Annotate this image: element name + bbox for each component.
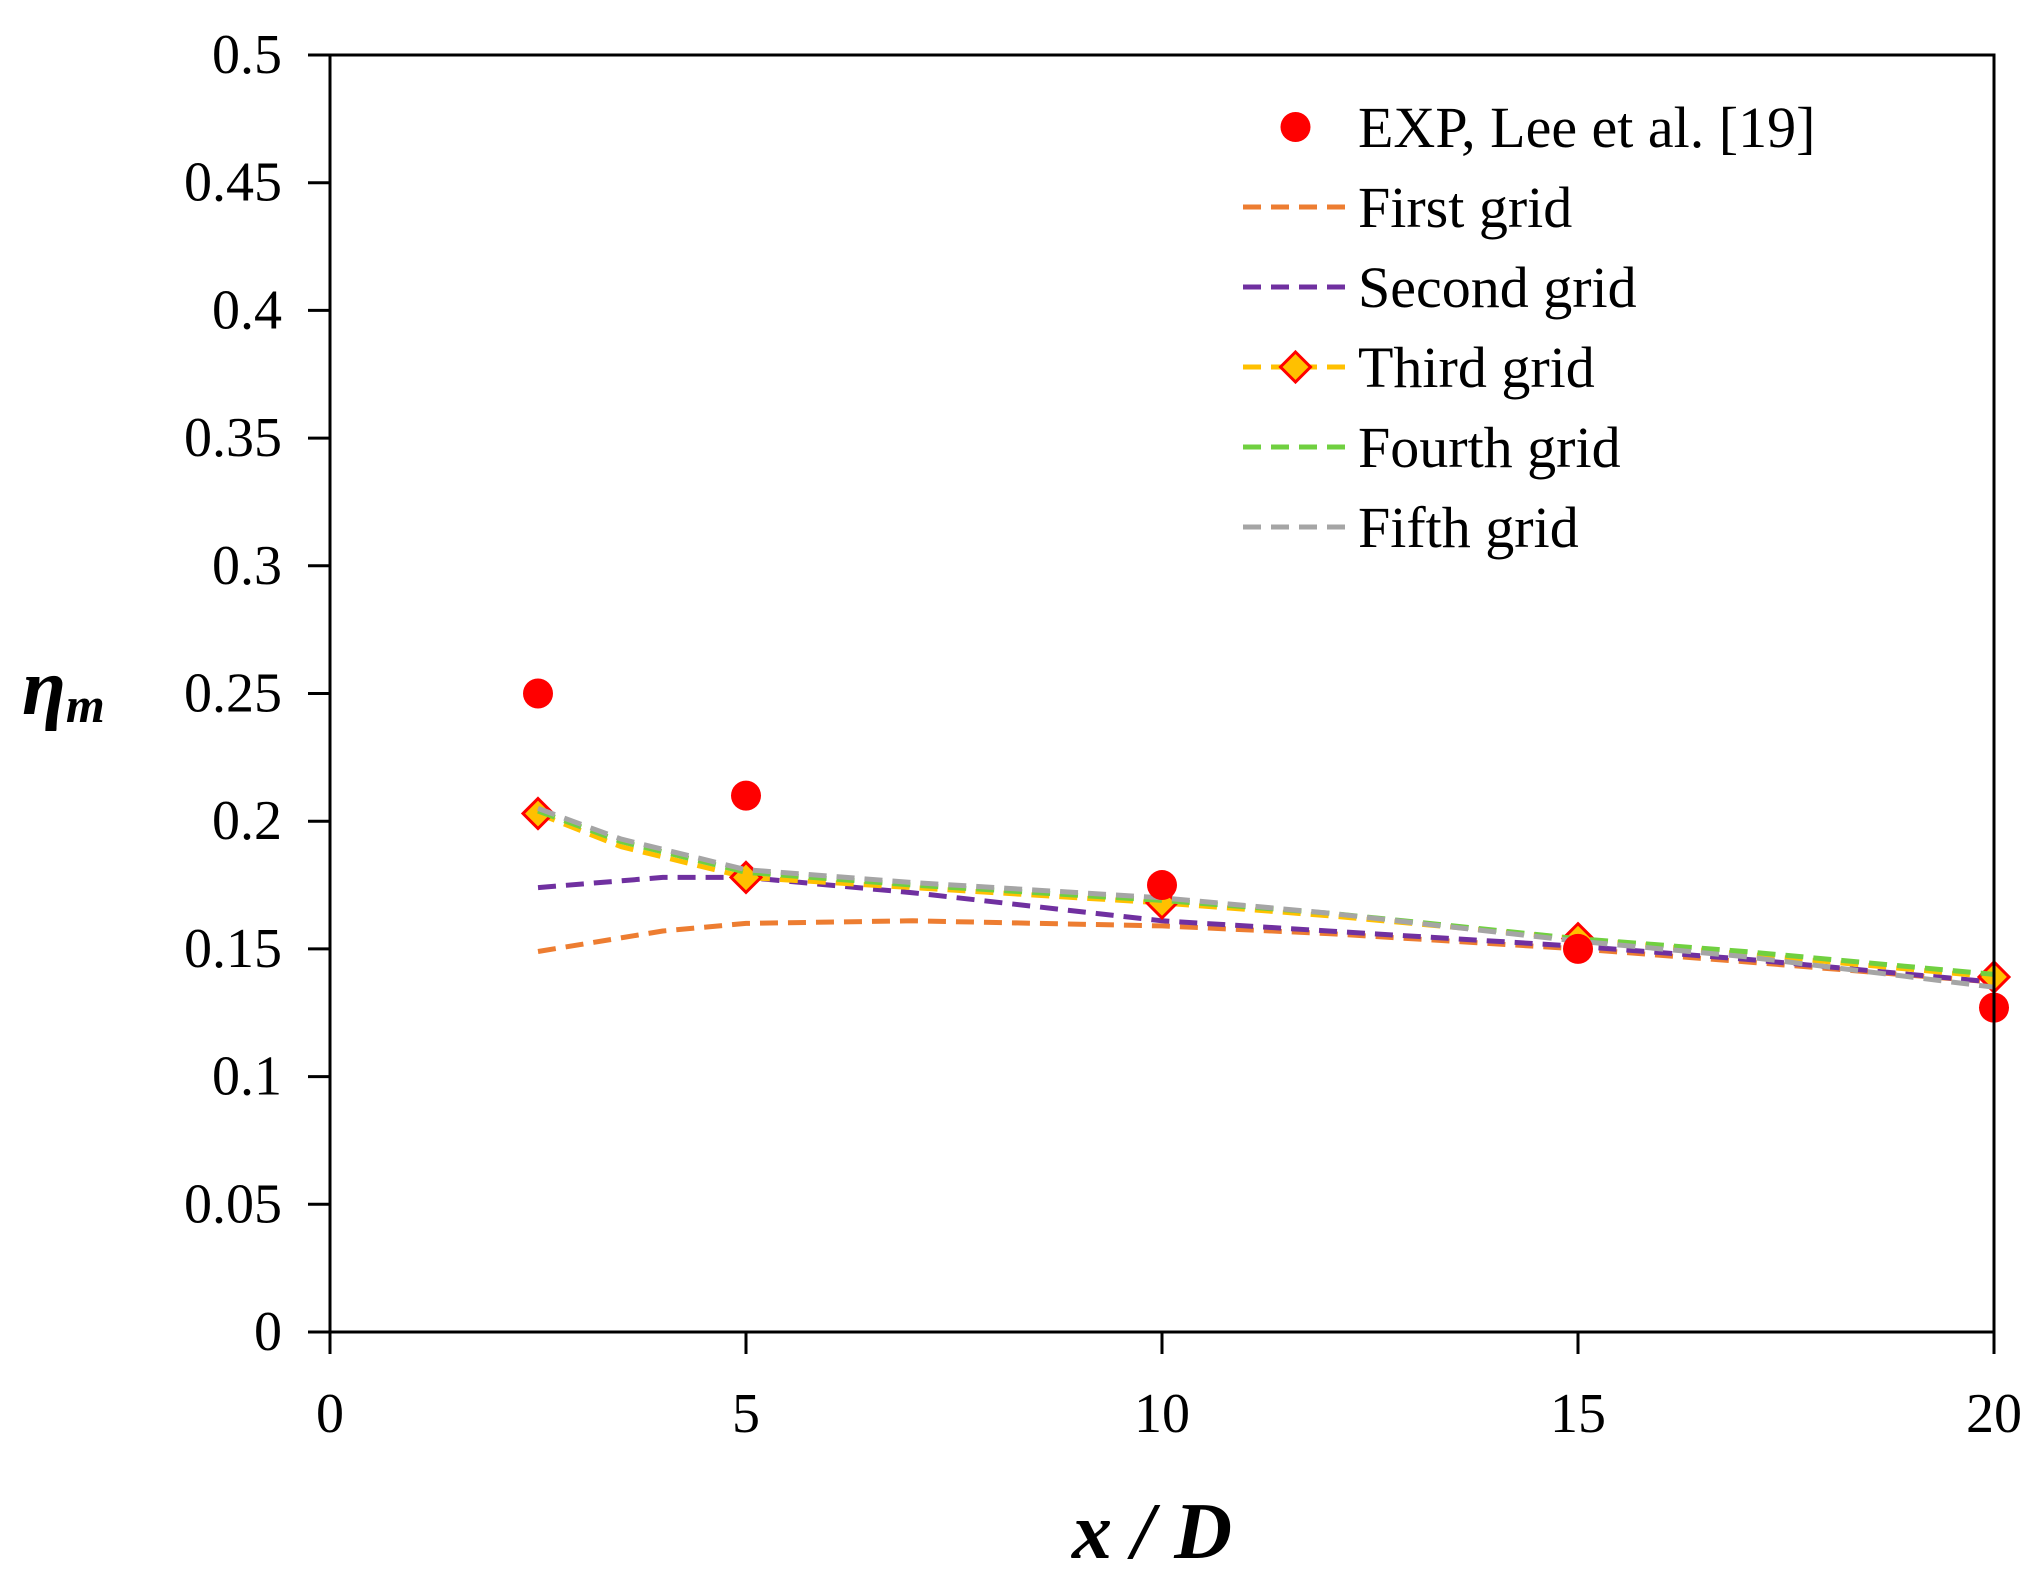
fourth-grid-line bbox=[537, 808, 1995, 977]
y-tick-label: 0.4 bbox=[212, 279, 282, 341]
fifth-grid-line bbox=[537, 806, 1995, 990]
y-tick-label: 0.1 bbox=[212, 1046, 282, 1108]
legend-item-fifth-grid: Fifth grid bbox=[1243, 495, 1579, 560]
legend-marker-third-grid bbox=[1278, 349, 1313, 385]
legend-label-fourth-grid: Fourth grid bbox=[1358, 415, 1621, 480]
legend-swatch-exp-lee-et-al-19 bbox=[1280, 112, 1311, 142]
legend-label-fifth-grid: Fifth grid bbox=[1358, 495, 1579, 560]
legend-item-second-grid: Second grid bbox=[1243, 255, 1637, 320]
exp-point bbox=[523, 678, 553, 709]
y-tick-label: 0.05 bbox=[184, 1173, 282, 1235]
exp-point bbox=[731, 780, 761, 811]
legend-item-exp-lee-et-al-19: EXP, Lee et al. [19] bbox=[1280, 95, 1815, 160]
y-tick-label: 0.15 bbox=[184, 918, 282, 980]
x-tick-label: 20 bbox=[1966, 1383, 2022, 1445]
legend: EXP, Lee et al. [19] First grid Second gri… bbox=[1243, 95, 1815, 560]
x-tick-label: 10 bbox=[1134, 1383, 1190, 1445]
legend-item-third-grid: Third grid bbox=[1243, 335, 1595, 400]
legend-label-exp-lee-et-al-19: EXP, Lee et al. [19] bbox=[1358, 95, 1815, 160]
legend-label-third-grid: Third grid bbox=[1358, 335, 1595, 400]
fourth-grid-series bbox=[537, 808, 1995, 977]
x-tick-label: 15 bbox=[1550, 1383, 1606, 1445]
y-axis-title-main: η bbox=[22, 644, 66, 732]
y-tick-label: 0.3 bbox=[212, 535, 282, 597]
y-tick-label: 0.25 bbox=[184, 663, 282, 725]
legend-item-first-grid: First grid bbox=[1243, 175, 1572, 240]
ticks-layer: 0 0.05 0.1 0.15 0.2 0.25 0.3 0.35 0.4 0.45 0.5 0 5 10… bbox=[184, 24, 2022, 1445]
first-grid-line bbox=[537, 918, 1995, 985]
x-tick-label: 5 bbox=[732, 1383, 760, 1445]
y-tick-label: 0.35 bbox=[184, 407, 282, 469]
y-tick-label: 0.45 bbox=[184, 152, 282, 214]
first-grid-series bbox=[537, 918, 1995, 985]
y-tick-label: 0 bbox=[254, 1301, 282, 1363]
exp-point bbox=[1563, 933, 1593, 964]
second-grid-series bbox=[537, 874, 1995, 985]
y-tick-label: 0.2 bbox=[212, 790, 282, 852]
exp-point bbox=[1147, 870, 1177, 901]
legend-item-fourth-grid: Fourth grid bbox=[1243, 415, 1621, 480]
series-layer bbox=[520, 678, 2012, 1023]
y-axis-title-subscript: m bbox=[66, 677, 105, 733]
y-axis-title: ηm bbox=[22, 644, 105, 733]
second-grid-line bbox=[537, 874, 1995, 985]
y-tick-label: 0.5 bbox=[212, 24, 282, 86]
x-tick-label: 0 bbox=[316, 1383, 344, 1445]
fifth-grid-series bbox=[537, 806, 1995, 990]
legend-label-first-grid: First grid bbox=[1358, 175, 1572, 240]
x-axis-title: x / D bbox=[1071, 1488, 1232, 1576]
legend-label-second-grid: Second grid bbox=[1358, 255, 1637, 320]
